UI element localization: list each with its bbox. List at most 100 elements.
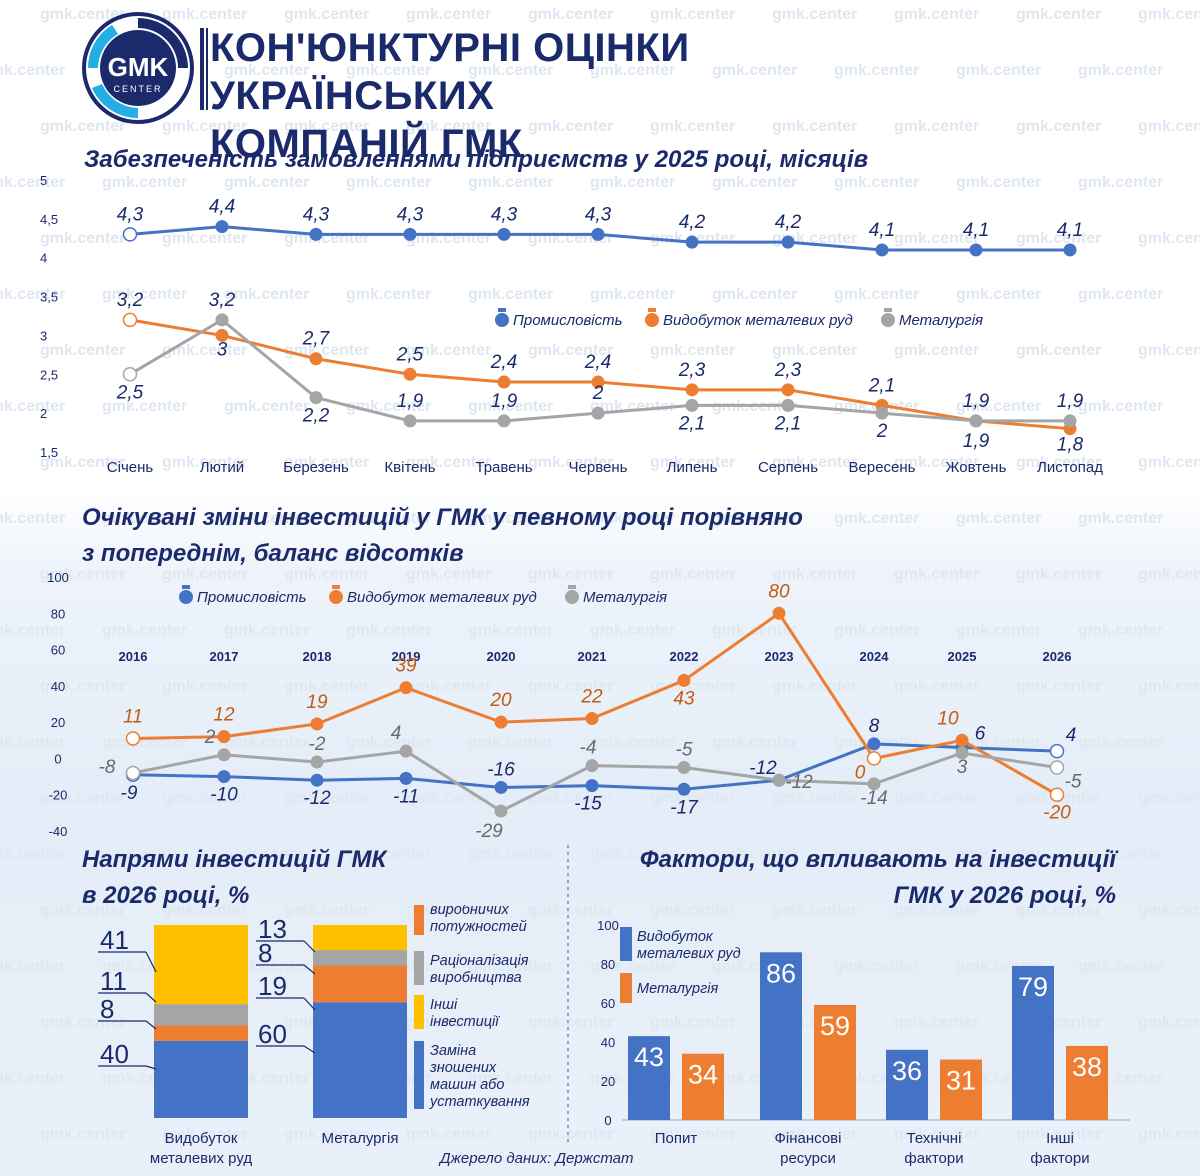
watermark-text: gmk.center	[284, 454, 370, 471]
data-point	[403, 227, 417, 241]
watermark-text: gmk.center	[162, 454, 248, 471]
data-label: 2,1	[868, 375, 895, 396]
watermark-text: gmk.center	[772, 454, 858, 471]
data-point	[403, 414, 417, 428]
chart4-bar-chart: 100 80 60 40 20 0 43 34 Попит 86 59 Фінансові ресурс…	[597, 918, 1130, 1167]
legend-marker	[179, 590, 193, 604]
data-point	[403, 367, 417, 381]
leader-line	[303, 997, 316, 1011]
watermark-text: gmk.center	[346, 286, 432, 303]
stacked-value-label: 8	[100, 994, 114, 1024]
stacked-bar-segment	[313, 925, 407, 951]
x-tick-label: 2017	[210, 649, 239, 664]
chart1-orders-line-chart: 5 4,5 4 3,5 3 2,5 2 1,5 Січень Лютий Березень Квіте…	[40, 173, 1103, 476]
leader-line	[145, 1065, 157, 1070]
page-title-line-2: КОМПАНІЙ ГМК	[210, 122, 523, 166]
watermark-text: gmk.center	[1138, 118, 1200, 135]
stacked-value-label: 19	[258, 971, 287, 1001]
watermark-text: gmk.center	[894, 230, 980, 247]
watermark-text: gmk.center	[346, 846, 432, 863]
watermark-text: gmk.center	[712, 174, 798, 191]
x-tick-label: Видобуток	[165, 1130, 238, 1147]
bar-value-label: 34	[688, 1060, 718, 1090]
watermark-text: gmk.center	[284, 566, 370, 583]
watermark-text: gmk.center	[0, 510, 66, 527]
data-label: -12	[785, 772, 813, 793]
watermark-text: gmk.center	[650, 454, 736, 471]
watermark-text: gmk.center	[102, 174, 188, 191]
data-point	[1049, 760, 1065, 775]
watermark-text: gmk.center	[284, 1126, 370, 1143]
data-label: 1,9	[963, 431, 990, 452]
watermark-text: gmk.center	[528, 790, 614, 807]
watermark-text: gmk.center	[468, 1070, 554, 1087]
watermark-text: gmk.center	[1138, 6, 1200, 23]
legend-swatch	[414, 905, 424, 935]
leader-line	[145, 992, 157, 1003]
data-point	[215, 220, 229, 234]
watermark-text: gmk.center	[406, 1014, 492, 1031]
watermark-text: gmk.center	[406, 790, 492, 807]
x-tick-label: металевих руд	[150, 1150, 252, 1167]
watermark-text: gmk.center	[1078, 174, 1164, 191]
watermark-text: gmk.center	[406, 342, 492, 359]
chart1-title: Забезпеченість замовленнями підприємств …	[84, 146, 869, 173]
data-point	[497, 227, 511, 241]
x-tick-label: Квітень	[384, 459, 435, 476]
watermark-text: gmk.center	[528, 902, 614, 919]
x-tick-label: Металургія	[322, 1130, 399, 1147]
watermark-text: gmk.center	[772, 566, 858, 583]
watermark-text: gmk.center	[894, 902, 980, 919]
data-label: 3,2	[209, 290, 236, 311]
watermark-text: gmk.center	[406, 6, 492, 23]
data-point	[772, 606, 786, 620]
watermark-text: gmk.center	[468, 846, 554, 863]
watermark-text: gmk.center	[40, 1126, 126, 1143]
data-label: 2,1	[774, 413, 801, 434]
x-tick-label: Листопад	[1037, 459, 1103, 476]
watermark-text: gmk.center	[1016, 6, 1102, 23]
watermark-text: gmk.center	[650, 6, 736, 23]
watermark-text: gmk.center	[1138, 342, 1200, 359]
data-label: 4,3	[303, 204, 330, 225]
data-label: 4,3	[397, 204, 424, 225]
data-point	[494, 780, 508, 794]
legend-marker-cap	[182, 585, 190, 589]
y-tick-label: 4,5	[40, 212, 58, 227]
watermark-text: gmk.center	[102, 510, 188, 527]
y-tick-label: 80	[601, 957, 615, 972]
watermark-text: gmk.center	[346, 622, 432, 639]
data-point	[122, 367, 138, 382]
watermark-text: gmk.center	[102, 846, 188, 863]
watermark-text: gmk.center	[956, 174, 1042, 191]
legend-label: Промисловість	[197, 589, 307, 606]
watermark-text: gmk.center	[224, 622, 310, 639]
data-point	[591, 375, 605, 389]
x-tick-label: Фінансові	[775, 1130, 842, 1147]
watermark-text: gmk.center	[1078, 510, 1164, 527]
watermark-text: gmk.center	[772, 678, 858, 695]
watermark-text: gmk.center	[772, 342, 858, 359]
y-tick-label: 0	[604, 1113, 611, 1128]
watermark-text: gmk.center	[834, 174, 920, 191]
data-point	[497, 414, 511, 428]
y-tick-label: 60	[51, 643, 65, 658]
watermark-text: gmk.center	[102, 398, 188, 415]
watermark-text: gmk.center	[1138, 678, 1200, 695]
data-point	[122, 227, 138, 242]
watermark-text: gmk.center	[1016, 902, 1102, 919]
data-point	[781, 235, 795, 249]
data-label: 4,4	[209, 197, 235, 218]
watermark-text: gmk.center	[1078, 62, 1164, 79]
watermark-text: gmk.center	[772, 902, 858, 919]
data-label: 39	[395, 656, 417, 677]
data-label: 2	[204, 727, 216, 748]
watermark-text: gmk.center	[1016, 566, 1102, 583]
watermark-text: gmk.center	[224, 62, 310, 79]
y-tick-label: 80	[51, 606, 65, 621]
data-point	[772, 773, 786, 787]
legend-label: інвестиції	[430, 1014, 500, 1030]
watermark-text: gmk.center	[956, 510, 1042, 527]
watermark-text: gmk.center	[650, 1126, 736, 1143]
bar-value-label: 36	[892, 1056, 922, 1086]
